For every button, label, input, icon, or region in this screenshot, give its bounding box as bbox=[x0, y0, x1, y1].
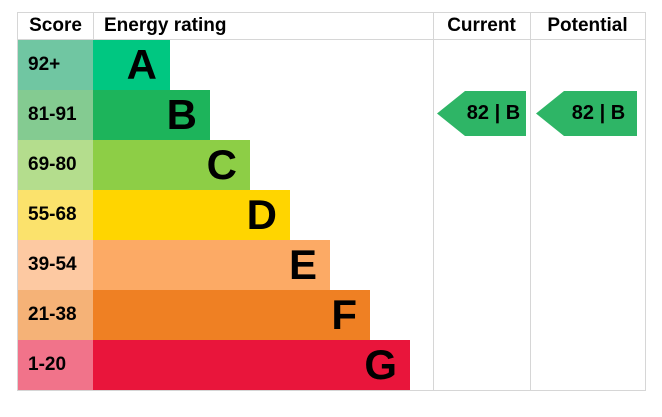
energy-rating-column-header: Energy rating bbox=[104, 15, 227, 36]
current-rating-label: 82 | B bbox=[466, 102, 521, 124]
band-row-b: 81-91 B bbox=[18, 90, 645, 140]
band-row-c: 69-80 C bbox=[18, 140, 645, 190]
current-column-divider bbox=[433, 13, 434, 390]
band-score-cell: 92+ bbox=[18, 40, 93, 90]
current-column-header: Current bbox=[447, 15, 516, 36]
band-letter: G bbox=[364, 341, 397, 388]
band-letter: E bbox=[288, 241, 317, 288]
band-score-range: 81-91 bbox=[28, 104, 77, 125]
band-score-range: 39-54 bbox=[28, 254, 77, 275]
band-score-cell: 55-68 bbox=[18, 190, 93, 240]
score-column-divider bbox=[93, 13, 94, 39]
band-score-range: 21-38 bbox=[28, 304, 77, 325]
band-letter: A bbox=[126, 41, 157, 88]
band-score-range: 1-20 bbox=[28, 354, 67, 375]
band-bar: B bbox=[93, 90, 210, 140]
band-bar: F bbox=[93, 290, 370, 340]
band-score-cell: 81-91 bbox=[18, 90, 93, 140]
band-score-range: 55-68 bbox=[28, 204, 77, 225]
band-bar: C bbox=[93, 140, 250, 190]
score-column-header: Score bbox=[29, 15, 82, 36]
band-score-range: 69-80 bbox=[28, 154, 77, 175]
current-rating-arrow: 82 | B bbox=[437, 91, 526, 136]
band-row-d: 55-68 D bbox=[18, 190, 645, 240]
potential-column-header: Potential bbox=[547, 15, 628, 36]
band-score-cell: 21-38 bbox=[18, 290, 93, 340]
epc-table: Score Energy rating Current Potential 92… bbox=[17, 12, 646, 391]
band-letter: D bbox=[246, 191, 277, 238]
band-letter: F bbox=[331, 291, 357, 338]
bands-body: 92+ A 81-91 B 69-80 C 55-68 D 39-54 E 21… bbox=[18, 40, 645, 390]
band-letter: C bbox=[206, 141, 237, 188]
band-letter: B bbox=[166, 91, 197, 138]
band-score-range: 92+ bbox=[28, 54, 61, 75]
potential-rating-label: 82 | B bbox=[571, 102, 626, 124]
band-row-e: 39-54 E bbox=[18, 240, 645, 290]
band-row-a: 92+ A bbox=[18, 40, 645, 90]
band-score-cell: 69-80 bbox=[18, 140, 93, 190]
band-score-cell: 39-54 bbox=[18, 240, 93, 290]
band-bar: A bbox=[93, 40, 170, 90]
header-row: Score Energy rating Current Potential bbox=[18, 13, 645, 40]
band-bar: E bbox=[93, 240, 330, 290]
band-bar: G bbox=[93, 340, 410, 390]
band-row-f: 21-38 F bbox=[18, 290, 645, 340]
band-bar: D bbox=[93, 190, 290, 240]
potential-column-divider bbox=[530, 13, 531, 390]
band-row-g: 1-20 G bbox=[18, 340, 645, 390]
band-score-cell: 1-20 bbox=[18, 340, 93, 390]
